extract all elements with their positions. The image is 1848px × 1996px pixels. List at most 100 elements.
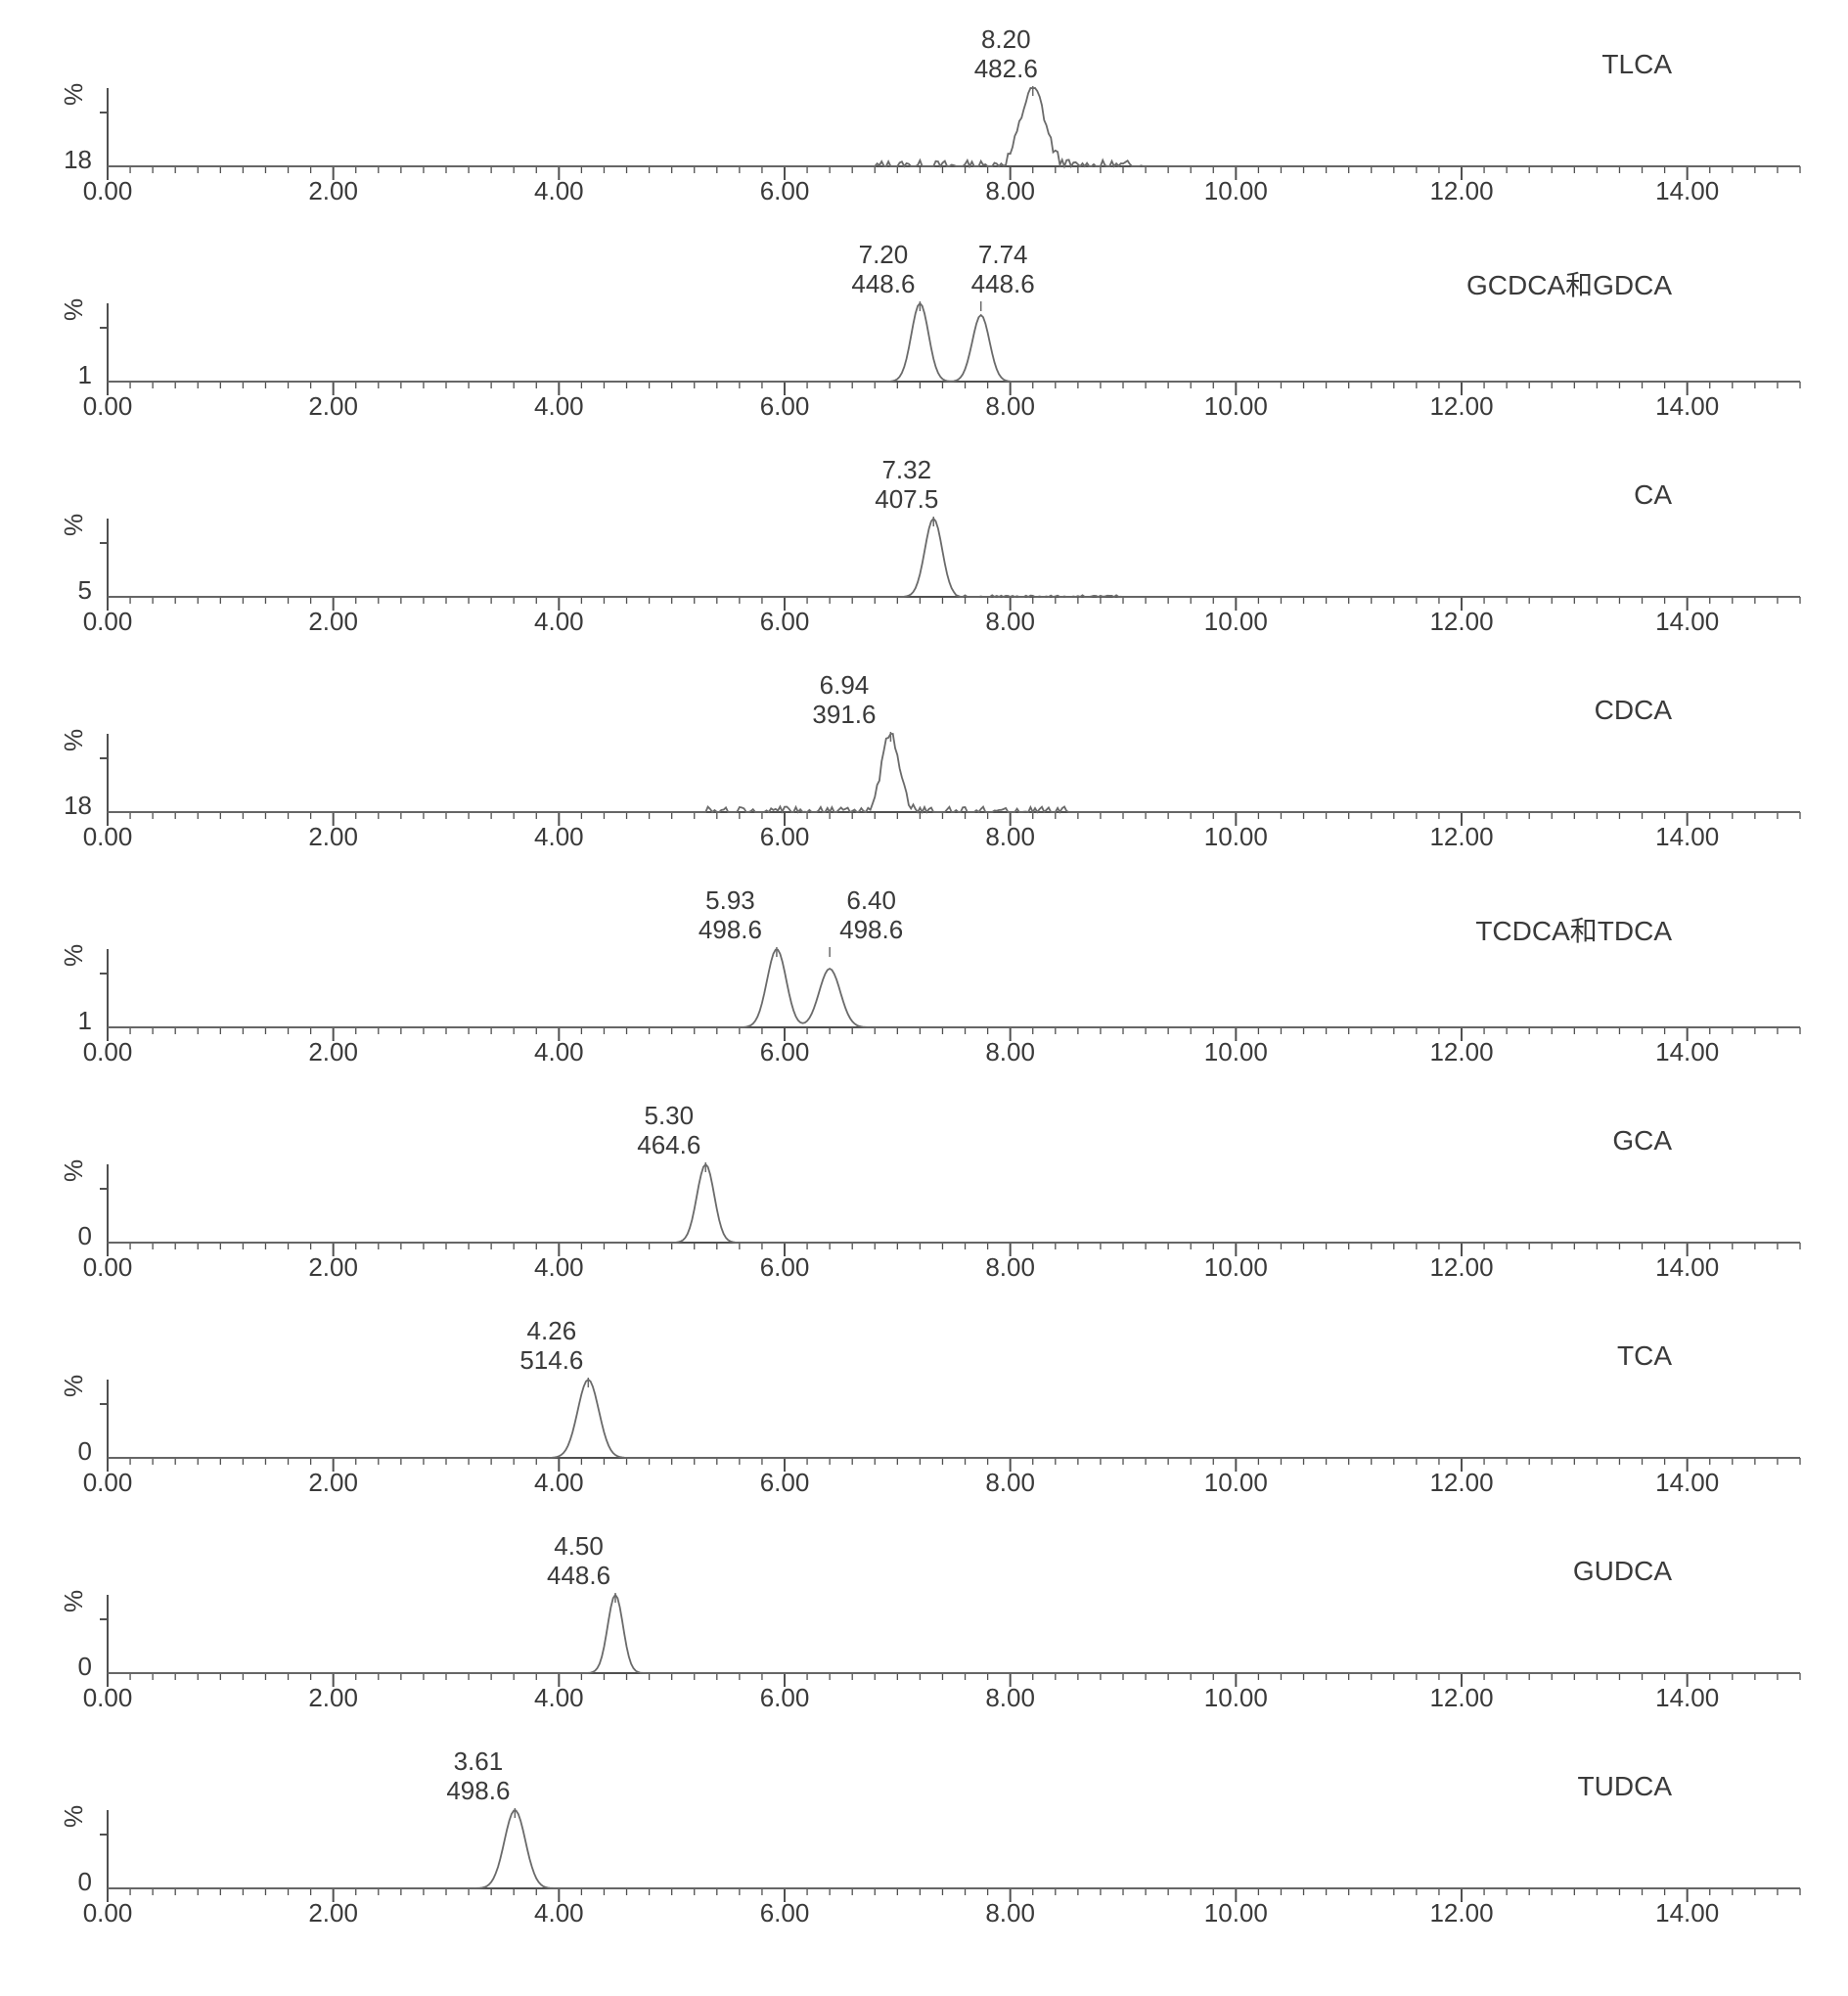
x-tick-label: 0.00 — [83, 391, 133, 422]
x-tick-label: 12.00 — [1429, 391, 1493, 422]
x-tick-label: 8.00 — [985, 822, 1035, 852]
x-tick-label: 14.00 — [1655, 1683, 1719, 1713]
x-tick-label: 6.00 — [760, 607, 810, 637]
y-axis-unit: % — [59, 1159, 89, 1182]
x-tick-label: 0.00 — [83, 1252, 133, 1283]
peak-rt: 7.74 — [971, 241, 1035, 270]
y-axis-unit: % — [59, 1375, 89, 1397]
x-tick-label: 10.00 — [1204, 822, 1268, 852]
peak-mass: 464.6 — [637, 1131, 700, 1160]
x-tick-label: 0.00 — [83, 1468, 133, 1498]
x-tick-label: 14.00 — [1655, 1037, 1719, 1067]
x-tick-label: 8.00 — [985, 176, 1035, 206]
peak-label: 5.93498.6 — [699, 886, 762, 945]
x-tick-label: 0.00 — [83, 822, 133, 852]
peak-mass: 448.6 — [851, 270, 915, 299]
panel-title: GUDCA — [1573, 1556, 1672, 1587]
peak-mass: 514.6 — [519, 1346, 583, 1376]
x-tick-label: 8.00 — [985, 1252, 1035, 1283]
peak-rt: 4.50 — [547, 1532, 610, 1562]
x-tick-label: 14.00 — [1655, 1252, 1719, 1283]
x-tick-label: 12.00 — [1429, 1037, 1493, 1067]
x-tick-label: 4.00 — [534, 1037, 584, 1067]
x-tick-label: 0.00 — [83, 176, 133, 206]
x-tick-label: 0.00 — [83, 1037, 133, 1067]
y-axis-unit: % — [59, 944, 89, 967]
x-tick-label: 2.00 — [308, 176, 358, 206]
x-tick-label: 6.00 — [760, 176, 810, 206]
x-tick-label: 10.00 — [1204, 1898, 1268, 1928]
x-tick-label: 8.00 — [985, 391, 1035, 422]
y-axis-unit: % — [59, 298, 89, 321]
chromatogram-panel: GUDCA%04.50448.60.002.004.006.008.0010.0… — [39, 1526, 1809, 1722]
peak-label: 6.40498.6 — [839, 886, 903, 945]
chromatogram-trace — [108, 1380, 1800, 1458]
y-axis-lo: 0 — [57, 1652, 92, 1682]
chromatogram-trace — [108, 88, 1800, 166]
peak-rt: 5.93 — [699, 886, 762, 916]
x-tick-label: 6.00 — [760, 1898, 810, 1928]
x-tick-label: 4.00 — [534, 1683, 584, 1713]
peak-rt: 6.94 — [812, 671, 876, 701]
x-tick-label: 0.00 — [83, 1683, 133, 1713]
y-axis-unit: % — [59, 729, 89, 751]
peak-mass: 498.6 — [446, 1777, 510, 1806]
peak-rt: 3.61 — [446, 1747, 510, 1777]
x-tick-label: 10.00 — [1204, 1468, 1268, 1498]
x-tick-label: 14.00 — [1655, 1468, 1719, 1498]
peak-rt: 7.32 — [875, 456, 938, 485]
chromatogram-panel: TCA%04.26514.60.002.004.006.008.0010.001… — [39, 1311, 1809, 1507]
y-axis-lo: 1 — [57, 1006, 92, 1036]
peak-rt: 5.30 — [637, 1102, 700, 1131]
panel-title: GCA — [1612, 1125, 1672, 1157]
x-tick-label: 12.00 — [1429, 822, 1493, 852]
x-tick-label: 6.00 — [760, 1252, 810, 1283]
chromatogram-panel: TCDCA和TDCA%15.93498.66.40498.60.002.004.… — [39, 881, 1809, 1076]
chart-svg — [39, 1096, 1820, 1292]
peak-rt: 8.20 — [974, 25, 1038, 55]
y-axis-lo: 0 — [57, 1221, 92, 1251]
x-tick-label: 4.00 — [534, 176, 584, 206]
x-tick-label: 12.00 — [1429, 1252, 1493, 1283]
peak-label: 6.94391.6 — [812, 671, 876, 730]
x-tick-label: 2.00 — [308, 1252, 358, 1283]
x-tick-label: 12.00 — [1429, 1898, 1493, 1928]
x-tick-label: 12.00 — [1429, 1468, 1493, 1498]
chart-svg — [39, 665, 1820, 861]
x-tick-label: 12.00 — [1429, 1683, 1493, 1713]
y-axis-lo: 1 — [57, 360, 92, 390]
x-tick-label: 4.00 — [534, 1252, 584, 1283]
panel-title: TCA — [1617, 1340, 1672, 1372]
y-axis-lo: 18 — [57, 791, 92, 821]
x-tick-label: 6.00 — [760, 391, 810, 422]
x-tick-label: 8.00 — [985, 1683, 1035, 1713]
x-tick-label: 10.00 — [1204, 1037, 1268, 1067]
peak-label: 7.74448.6 — [971, 241, 1035, 299]
y-axis-lo: 0 — [57, 1436, 92, 1467]
x-tick-label: 2.00 — [308, 1037, 358, 1067]
peak-mass: 482.6 — [974, 55, 1038, 84]
y-axis-unit: % — [59, 514, 89, 536]
x-tick-label: 2.00 — [308, 822, 358, 852]
panel-title: TCDCA和TDCA — [1475, 910, 1672, 949]
peak-label: 8.20482.6 — [974, 25, 1038, 84]
chromatogram-stack: TLCA%188.20482.60.002.004.006.008.0010.0… — [0, 0, 1848, 1996]
peak-label: 4.50448.6 — [547, 1532, 610, 1591]
y-axis-unit: % — [59, 83, 89, 106]
chart-svg — [39, 1742, 1820, 1937]
x-tick-label: 14.00 — [1655, 822, 1719, 852]
chromatogram-trace — [108, 1164, 1800, 1243]
peak-label: 7.32407.5 — [875, 456, 938, 515]
x-tick-label: 8.00 — [985, 607, 1035, 637]
x-tick-label: 8.00 — [985, 1898, 1035, 1928]
y-axis-unit: % — [59, 1590, 89, 1612]
chromatogram-trace — [108, 1811, 1800, 1889]
peak-mass: 498.6 — [699, 916, 762, 945]
chromatogram-panel: GCA%05.30464.60.002.004.006.008.0010.001… — [39, 1096, 1809, 1292]
x-tick-label: 10.00 — [1204, 391, 1268, 422]
x-tick-label: 12.00 — [1429, 607, 1493, 637]
y-axis-lo: 0 — [57, 1867, 92, 1897]
x-tick-label: 4.00 — [534, 822, 584, 852]
chromatogram-trace — [108, 734, 1800, 812]
peak-mass: 498.6 — [839, 916, 903, 945]
